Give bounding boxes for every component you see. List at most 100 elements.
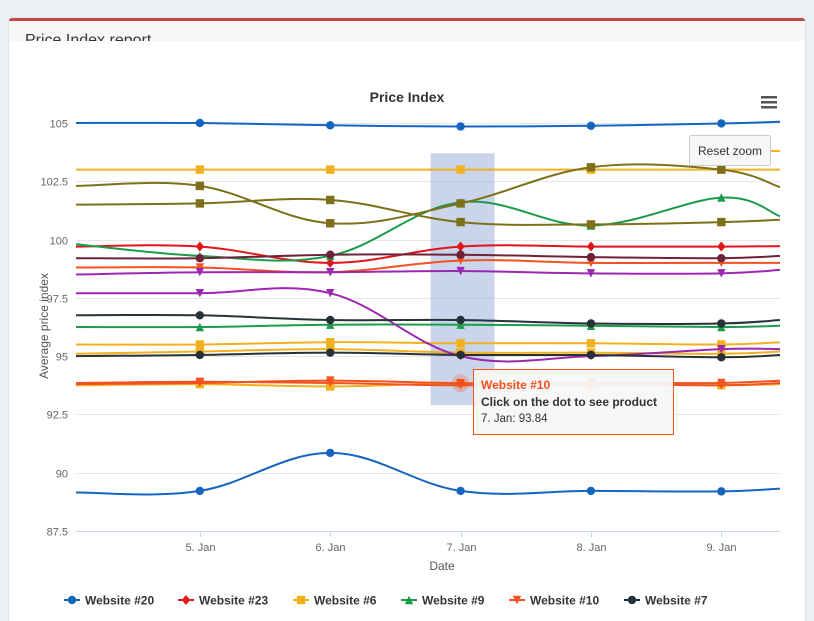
data-point[interactable] (195, 322, 205, 332)
tooltip-hint: Click on the dot to see product (481, 395, 657, 409)
legend-label: Website #10 (530, 594, 599, 608)
data-point[interactable] (326, 195, 335, 205)
data-point[interactable] (717, 319, 726, 328)
data-point[interactable] (717, 165, 726, 174)
data-point[interactable] (195, 118, 205, 128)
legend-label: Website #6 (314, 594, 377, 608)
data-point[interactable] (456, 381, 465, 390)
data-point[interactable] (326, 288, 335, 298)
data-point[interactable] (586, 241, 596, 252)
data-point[interactable] (195, 241, 205, 252)
data-point[interactable] (195, 311, 205, 320)
data-point[interactable] (195, 165, 205, 174)
data-point[interactable] (586, 269, 596, 278)
data-point[interactable] (456, 350, 465, 360)
data-point[interactable] (195, 268, 205, 277)
y-tick-label: 105 (50, 119, 68, 131)
data-point[interactable] (195, 340, 205, 349)
data-point[interactable] (456, 250, 465, 259)
y-tick-label: 97.5 (47, 294, 68, 306)
legend-item[interactable]: Website #9 (401, 594, 485, 608)
data-point[interactable] (586, 258, 596, 268)
legend-item[interactable]: Website #6 (293, 594, 377, 608)
data-point[interactable] (456, 217, 465, 227)
data-point[interactable] (717, 193, 726, 202)
legend-symbol[interactable] (512, 595, 522, 605)
data-point[interactable] (717, 241, 726, 252)
price-index-chart[interactable]: 87.5 90 92.5 95 97.5 100 102.5 105 5. Jan 6. Jan 7… (0, 41, 814, 608)
data-point[interactable] (586, 350, 596, 360)
data-point[interactable] (717, 340, 726, 349)
data-point[interactable] (326, 257, 335, 268)
data-point[interactable] (456, 122, 465, 131)
data-point[interactable] (326, 448, 335, 458)
legend-label: Website #7 (645, 594, 708, 608)
x-tick-label: 9. Jan (707, 542, 737, 554)
legend-label: Website #20 (85, 594, 154, 608)
data-point[interactable] (195, 263, 205, 272)
data-point[interactable] (717, 269, 726, 278)
data-point[interactable] (717, 119, 726, 128)
data-point[interactable] (326, 121, 335, 130)
legend-symbol[interactable] (181, 595, 191, 605)
legend-item[interactable]: Website #7 (624, 594, 708, 608)
data-point[interactable] (326, 337, 335, 347)
data-point[interactable] (456, 320, 465, 329)
reset-zoom-button[interactable]: Reset zoom (689, 135, 771, 166)
data-point[interactable] (326, 315, 335, 325)
legend-symbol[interactable] (404, 595, 414, 605)
data-point[interactable] (456, 486, 465, 496)
data-point[interactable] (586, 486, 596, 496)
data-point[interactable] (195, 377, 205, 386)
x-axis-title: Date (429, 559, 455, 573)
data-point[interactable] (586, 163, 596, 172)
data-point[interactable] (326, 268, 335, 277)
hamburger-menu-icon (761, 96, 777, 109)
data-point[interactable] (195, 486, 205, 496)
data-point[interactable] (456, 165, 465, 174)
data-point[interactable] (586, 252, 596, 262)
legend-label: Website #9 (422, 594, 485, 608)
data-point[interactable] (456, 199, 465, 208)
grid (76, 123, 780, 532)
legend-symbol[interactable] (296, 595, 306, 605)
data-point[interactable] (326, 320, 335, 329)
legend-item[interactable]: Website #10 (509, 594, 599, 608)
data-point[interactable] (717, 353, 726, 362)
data-point[interactable] (586, 319, 596, 328)
data-point[interactable] (195, 288, 205, 298)
chart-menu-button[interactable] (755, 91, 783, 113)
data-point[interactable] (586, 339, 596, 348)
series-line-18 (76, 195, 780, 229)
data-point[interactable] (326, 378, 335, 388)
data-point[interactable] (456, 315, 465, 325)
tooltip-series: Website #10 (481, 378, 550, 392)
data-point[interactable] (326, 219, 335, 228)
data-point[interactable] (456, 241, 465, 252)
data-point[interactable] (586, 121, 596, 130)
data-point[interactable] (195, 199, 205, 208)
legend-symbol[interactable] (627, 595, 637, 605)
chart-title: Price Index (370, 89, 445, 105)
legend-item[interactable]: Website #23 (178, 594, 268, 608)
y-tick-label: 95 (56, 352, 68, 364)
legend-symbol[interactable] (67, 595, 77, 605)
data-point[interactable] (717, 217, 726, 227)
data-point[interactable] (195, 254, 205, 263)
data-point[interactable] (456, 266, 465, 276)
data-point[interactable] (717, 254, 726, 263)
data-point[interactable] (326, 348, 335, 357)
data-point[interactable] (326, 165, 335, 174)
y-tick-label: 87.5 (47, 527, 68, 539)
data-point[interactable] (586, 220, 596, 229)
data-point[interactable] (456, 339, 465, 348)
data-point[interactable] (195, 181, 205, 191)
data-point[interactable] (195, 350, 205, 360)
data-point[interactable] (717, 344, 726, 354)
data-point[interactable] (456, 256, 465, 265)
data-point[interactable] (326, 250, 335, 259)
data-point[interactable] (717, 378, 726, 388)
legend-item[interactable]: Website #20 (64, 594, 154, 608)
data-point[interactable] (717, 487, 726, 496)
series-website-20 (76, 448, 780, 496)
